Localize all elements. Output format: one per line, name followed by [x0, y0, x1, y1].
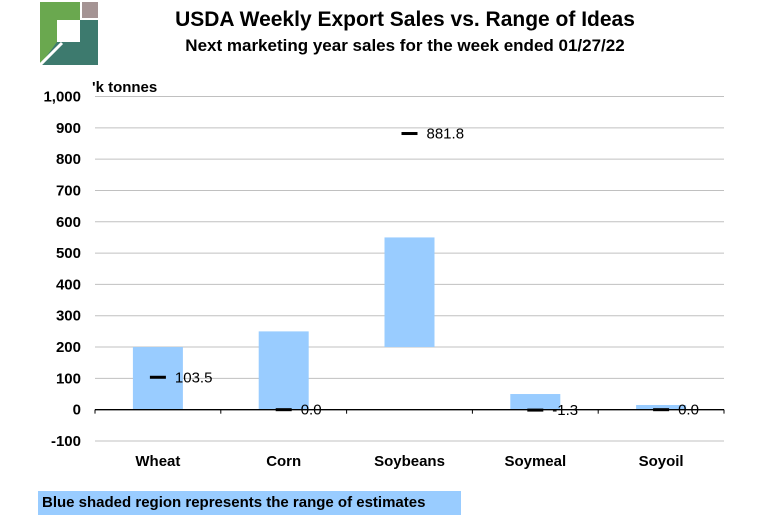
- data-label: 103.5: [175, 369, 213, 386]
- y-axis-label: 'k tonnes: [92, 79, 157, 96]
- y-tick-label: 500: [56, 245, 81, 262]
- y-tick-label: 800: [56, 151, 81, 168]
- actual-marker: [527, 408, 544, 412]
- actual-marker: [275, 408, 292, 412]
- data-label: 0.0: [678, 402, 699, 419]
- range-bar: [510, 394, 561, 410]
- range-note: Blue shaded region represents the range …: [38, 491, 461, 515]
- data-label: -1.3: [552, 402, 578, 419]
- y-tick-label: 0: [73, 402, 81, 419]
- chart-title: USDA Weekly Export Sales vs. Range of Id…: [175, 8, 635, 31]
- y-tick-label: 100: [56, 370, 81, 387]
- range-bar: [258, 331, 309, 410]
- logo-icon: [40, 2, 98, 65]
- actual-marker: [653, 408, 670, 412]
- logo-teal-block: [40, 20, 98, 65]
- y-tick-label: -100: [51, 433, 81, 450]
- data-label: 0.0: [301, 402, 322, 419]
- chart-subtitle: Next marketing year sales for the week e…: [185, 36, 625, 55]
- x-tick-label: Soyoil: [639, 453, 684, 470]
- y-tick-label: 900: [56, 120, 81, 137]
- range-bar: [636, 404, 687, 410]
- x-tick-label: Soybeans: [374, 453, 445, 470]
- logo-mauve-block: [82, 2, 98, 18]
- y-tick-label: 1,000: [43, 89, 81, 106]
- range-bar: [384, 237, 435, 348]
- actual-marker: [149, 375, 166, 379]
- y-tick-label: 200: [56, 339, 81, 356]
- x-tick-label: Soymeal: [504, 453, 566, 470]
- x-tick-label: Corn: [266, 453, 301, 470]
- y-tick-label: 400: [56, 276, 81, 293]
- y-tick-label: 300: [56, 308, 81, 325]
- actual-marker: [401, 132, 418, 136]
- y-tick-label: 600: [56, 214, 81, 231]
- x-tick-label: Wheat: [135, 453, 180, 470]
- data-label: 881.8: [427, 126, 465, 143]
- y-tick-label: 700: [56, 182, 81, 199]
